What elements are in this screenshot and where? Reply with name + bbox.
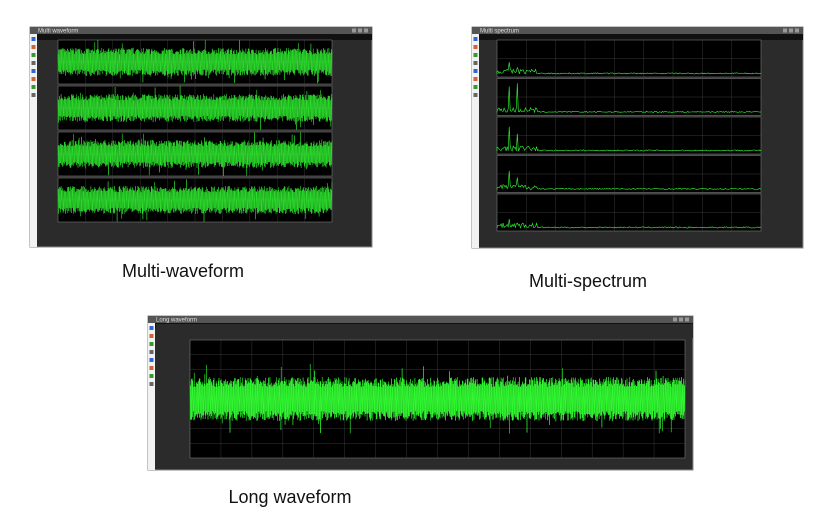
header-info	[156, 324, 693, 338]
channel-info	[763, 80, 799, 97]
title-bar	[148, 316, 693, 323]
spectrum	[496, 126, 762, 152]
tool-button[interactable]	[149, 350, 154, 354]
title-bar	[30, 27, 372, 34]
spectrum	[496, 62, 762, 75]
waveform	[57, 39, 333, 84]
channel-info	[763, 42, 799, 58]
window-close-button[interactable]	[795, 28, 799, 33]
window-max-button[interactable]	[358, 28, 362, 33]
channel-info	[334, 88, 368, 104]
tool-button[interactable]	[149, 366, 154, 370]
channel-info	[763, 157, 799, 174]
info-bar	[37, 34, 372, 40]
spectrum	[496, 219, 762, 229]
waveform	[57, 179, 333, 222]
tool-button[interactable]	[473, 69, 478, 73]
caption: Multi-spectrum	[529, 271, 647, 291]
toolbar	[472, 34, 479, 248]
window: Long waveform	[147, 315, 694, 471]
window: Multi spectrum	[471, 26, 804, 249]
channel-info	[334, 134, 368, 150]
window: Multi waveform	[29, 26, 373, 248]
tool-button[interactable]	[149, 382, 154, 386]
x-axis-strip	[58, 226, 332, 240]
tool-button[interactable]	[473, 53, 478, 57]
channel-info	[763, 196, 799, 212]
tool-button[interactable]	[473, 77, 478, 81]
waveform	[57, 85, 333, 130]
toolbar	[30, 34, 37, 247]
spectrum	[496, 83, 762, 114]
caption: Long waveform	[228, 487, 351, 507]
tool-button[interactable]	[31, 85, 36, 89]
window-min-button[interactable]	[783, 28, 787, 33]
tool-button[interactable]	[31, 93, 36, 97]
window-close-button[interactable]	[685, 317, 689, 322]
tool-button[interactable]	[473, 37, 478, 41]
channel-info	[334, 42, 368, 58]
window-max-button[interactable]	[789, 28, 793, 33]
tool-button[interactable]	[31, 61, 36, 65]
tool-button[interactable]	[473, 61, 478, 65]
window-min-button[interactable]	[352, 28, 356, 33]
window-title: Multi waveform	[38, 29, 78, 35]
tool-button[interactable]	[31, 69, 36, 73]
window-min-button[interactable]	[673, 317, 677, 322]
caption: Multi-waveform	[122, 261, 244, 281]
tool-button[interactable]	[149, 342, 154, 346]
tool-button[interactable]	[31, 45, 36, 49]
spectrum	[496, 170, 762, 190]
tool-button[interactable]	[473, 45, 478, 49]
tool-button[interactable]	[473, 85, 478, 89]
waveform	[189, 364, 686, 434]
channel-info	[334, 180, 368, 196]
tool-button[interactable]	[473, 93, 478, 97]
tool-button[interactable]	[149, 326, 154, 330]
title-bar	[472, 27, 803, 34]
waveform	[57, 131, 333, 177]
window-max-button[interactable]	[679, 317, 683, 322]
tool-button[interactable]	[31, 77, 36, 81]
tool-button[interactable]	[149, 334, 154, 338]
tool-button[interactable]	[149, 358, 154, 362]
tool-button[interactable]	[149, 374, 154, 378]
window-title: Long waveform	[156, 318, 197, 324]
window-title: Multi spectrum	[480, 29, 519, 35]
toolbar	[148, 323, 155, 470]
tool-button[interactable]	[31, 37, 36, 41]
info-bar	[479, 34, 803, 40]
window-close-button[interactable]	[364, 28, 368, 33]
tool-button[interactable]	[31, 53, 36, 57]
channel-info	[763, 119, 799, 135]
